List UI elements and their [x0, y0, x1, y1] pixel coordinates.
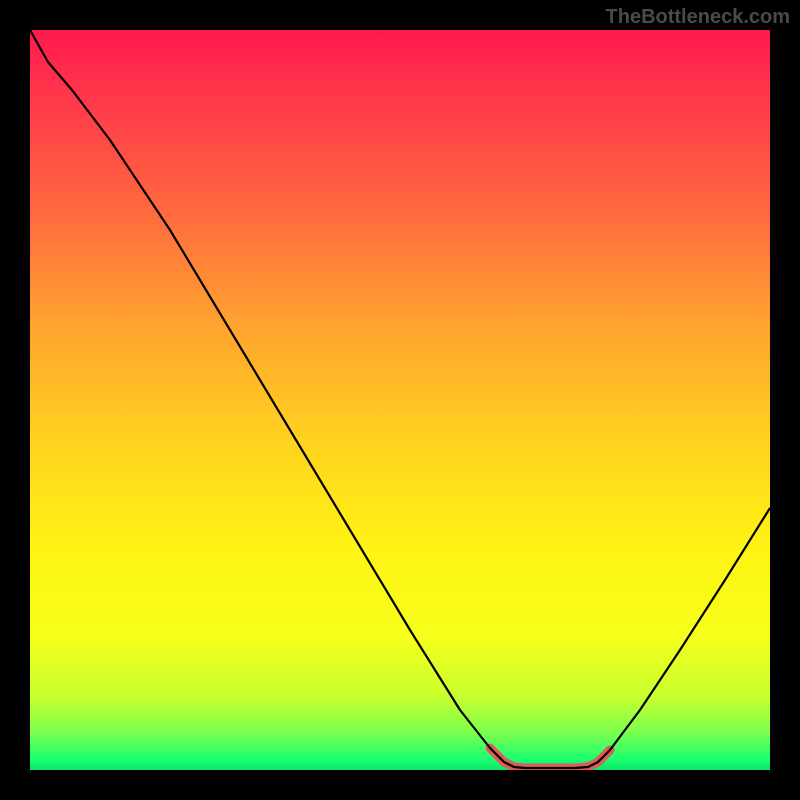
bottleneck-curve [30, 30, 770, 768]
curve-layer [30, 30, 770, 770]
watermark-text: TheBottleneck.com [606, 6, 790, 29]
plot-area [30, 30, 770, 770]
